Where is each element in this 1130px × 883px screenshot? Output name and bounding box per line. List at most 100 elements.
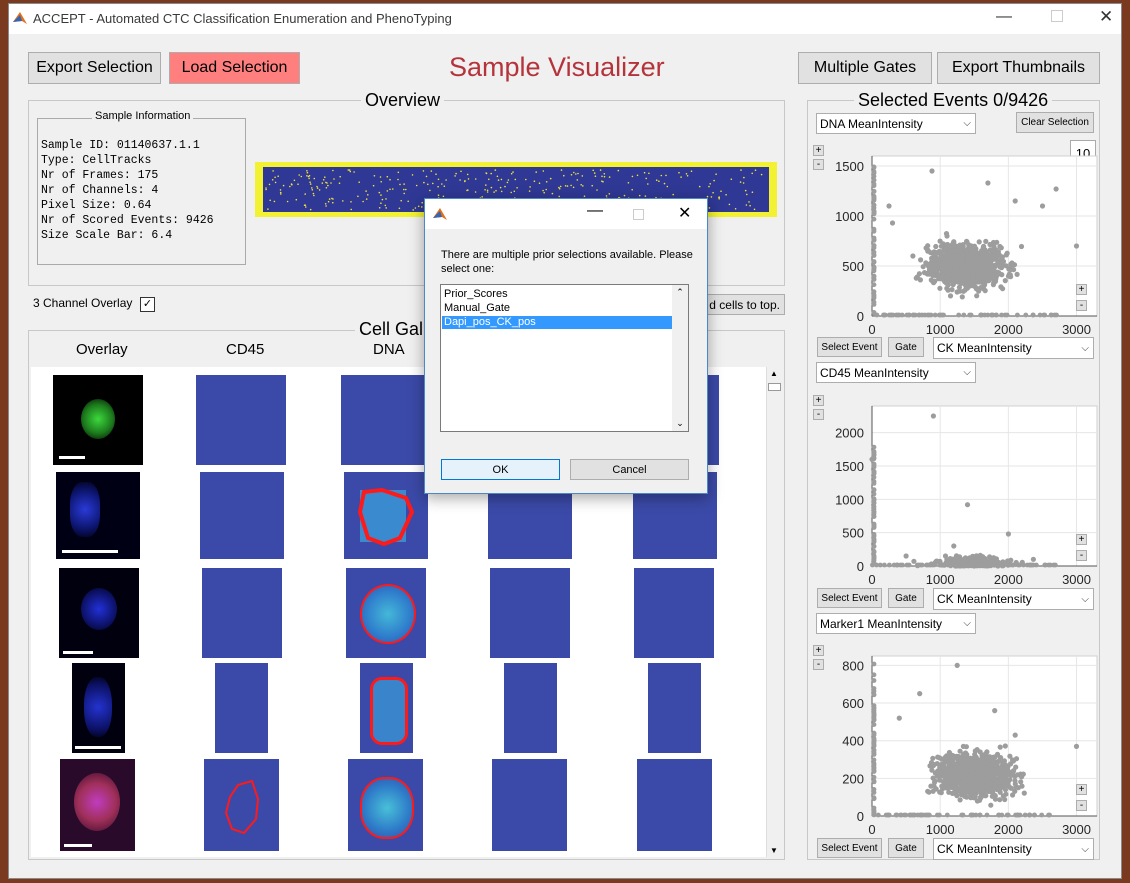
chevron-down-icon: ⌵: [963, 367, 971, 378]
dialog-minimize-button[interactable]: —: [587, 202, 603, 219]
dialog-close-button[interactable]: ✕: [678, 205, 692, 222]
scatter-point: [968, 312, 974, 318]
zoom-in-x-button[interactable]: +: [1076, 534, 1087, 545]
minimize-button[interactable]: —: [996, 8, 1012, 25]
scatter-plot-cd45[interactable]: 0 1000 2000 3000 0 500 1000 1500 2000: [809, 394, 1104, 590]
zoom-in-x-button[interactable]: +: [1076, 284, 1087, 295]
listbox-scrollbar[interactable]: ⌃ ⌄: [672, 285, 688, 431]
scatter-point: [932, 278, 938, 284]
chevron-down-icon[interactable]: ⌄: [676, 418, 684, 428]
x-axis-dropdown[interactable]: CK MeanIntensity ⌵: [933, 588, 1094, 610]
dna-thumbnail[interactable]: [344, 472, 428, 559]
overlay-thumbnail[interactable]: [72, 663, 125, 753]
scroll-thumb[interactable]: [768, 383, 781, 391]
overlay-thumbnail[interactable]: [60, 759, 135, 851]
cd45-thumbnail[interactable]: [204, 759, 279, 851]
marker-thumbnail[interactable]: [648, 663, 701, 753]
dna-thumbnail[interactable]: [348, 759, 423, 851]
y-axis-dropdown[interactable]: DNA MeanIntensity ⌵: [816, 113, 976, 134]
scatter-point: [871, 253, 877, 258]
gallery-scrollbar[interactable]: ▲ ▼: [766, 367, 781, 857]
scatter-point: [954, 793, 960, 799]
scatter-point: [983, 750, 989, 757]
event-dot: [295, 198, 298, 201]
selection-listbox[interactable]: Prior_Scores Manual_Gate Dapi_pos_CK_pos…: [440, 284, 689, 432]
zoom-out-y-button[interactable]: -: [813, 659, 824, 670]
scatter-point: [871, 259, 877, 265]
list-item-selected[interactable]: Dapi_pos_CK_pos: [442, 316, 674, 329]
dropdown-value: CD45 MeanIntensity: [820, 365, 929, 380]
x-tick-label: 3000: [1062, 322, 1091, 337]
scatter-point: [981, 282, 988, 288]
export-selection-button[interactable]: Export Selection: [28, 52, 161, 84]
scatter-point: [871, 243, 877, 248]
marker-thumbnail[interactable]: [634, 568, 714, 658]
chevron-up-icon[interactable]: ⌃: [676, 287, 684, 297]
sort-cells-button[interactable]: d cells to top.: [699, 294, 785, 315]
cd45-thumbnail[interactable]: [202, 568, 282, 658]
cd45-thumbnail[interactable]: [200, 472, 284, 559]
event-dot: [603, 173, 606, 175]
event-dot: [728, 203, 731, 206]
zoom-out-x-button[interactable]: -: [1076, 550, 1087, 561]
overlay-thumbnail[interactable]: [59, 568, 139, 658]
zoom-in-y-button[interactable]: +: [813, 145, 824, 156]
event-dot: [678, 171, 680, 174]
scatter-point: [947, 765, 953, 771]
zoom-out-y-button[interactable]: -: [813, 409, 824, 420]
marker-thumbnail[interactable]: [637, 759, 712, 851]
select-event-button[interactable]: Select Event: [817, 838, 882, 858]
list-item[interactable]: Prior_Scores: [444, 288, 508, 300]
clear-selection-button[interactable]: Clear Selection: [1016, 112, 1094, 133]
cancel-button[interactable]: Cancel: [570, 459, 689, 480]
overlay-thumbnail[interactable]: [53, 375, 143, 465]
plot-area[interactable]: [871, 405, 1098, 567]
scatter-plot-dna[interactable]: 0 1000 2000 3000 0 500 1000 1500: [809, 144, 1104, 340]
dialog-maximize-button[interactable]: [633, 209, 644, 220]
scatter-point: [1002, 743, 1008, 749]
select-event-button[interactable]: Select Event: [817, 588, 882, 608]
scatter-plot-marker1[interactable]: 0 1000 2000 3000 0 200 400 600 800: [809, 644, 1104, 840]
zoom-out-y-button[interactable]: -: [813, 159, 824, 170]
zoom-in-x-button[interactable]: +: [1076, 784, 1087, 795]
gate-button[interactable]: Gate: [888, 337, 924, 357]
cd45-thumbnail[interactable]: [196, 375, 286, 465]
cd45-thumbnail[interactable]: [215, 663, 268, 753]
scatter-point: [871, 554, 877, 560]
marker-thumbnail[interactable]: [490, 568, 570, 658]
marker-thumbnail[interactable]: [492, 759, 567, 851]
list-item[interactable]: Manual_Gate: [444, 302, 511, 314]
maximize-button[interactable]: [1051, 10, 1063, 22]
ok-button[interactable]: OK: [441, 459, 560, 480]
y-axis-dropdown[interactable]: Marker1 MeanIntensity ⌵: [816, 613, 976, 634]
zoom-in-y-button[interactable]: +: [813, 645, 824, 656]
select-event-button[interactable]: Select Event: [817, 337, 882, 357]
load-selection-button[interactable]: Load Selection: [169, 52, 300, 84]
scatter-point: [973, 286, 979, 292]
event-dot: [349, 170, 352, 173]
y-tick-label: 400: [842, 734, 864, 749]
zoom-out-x-button[interactable]: -: [1076, 300, 1087, 311]
scatter-point: [976, 760, 983, 767]
marker-thumbnail[interactable]: [504, 663, 557, 753]
zoom-in-y-button[interactable]: +: [813, 395, 824, 406]
close-window-button[interactable]: ✕: [1099, 7, 1114, 26]
dna-thumbnail[interactable]: [360, 663, 413, 753]
zoom-out-x-button[interactable]: -: [1076, 800, 1087, 811]
x-axis-dropdown[interactable]: CK MeanIntensity ⌵: [933, 838, 1094, 860]
event-dot: [605, 195, 608, 197]
overlay-checkbox[interactable]: ✓: [140, 297, 155, 312]
export-thumbnails-button[interactable]: Export Thumbnails: [937, 52, 1100, 84]
x-axis-dropdown[interactable]: CK MeanIntensity ⌵: [933, 337, 1094, 359]
y-tick-label: 0: [857, 559, 864, 574]
scatter-point: [896, 715, 902, 721]
multiple-gates-button[interactable]: Multiple Gates: [798, 52, 932, 84]
dna-thumbnail[interactable]: [341, 375, 431, 465]
gate-button[interactable]: Gate: [888, 838, 924, 858]
event-dot: [580, 184, 582, 186]
overlay-thumbnail[interactable]: [56, 472, 140, 559]
event-dot: [493, 191, 495, 193]
gate-button[interactable]: Gate: [888, 588, 924, 608]
dna-thumbnail[interactable]: [346, 568, 426, 658]
y-axis-dropdown[interactable]: CD45 MeanIntensity ⌵: [816, 362, 976, 383]
